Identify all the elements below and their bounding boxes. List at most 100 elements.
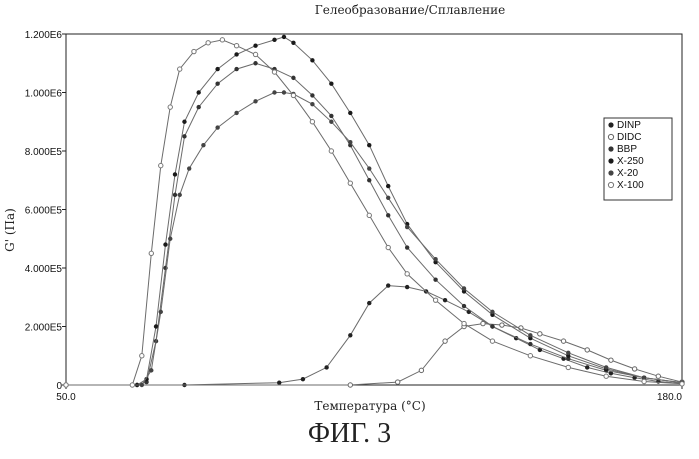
data-point: [272, 38, 276, 42]
legend-label: X-100: [617, 180, 644, 191]
legend-label: X-250: [617, 156, 644, 167]
data-point: [395, 380, 399, 384]
data-point: [140, 383, 144, 387]
legend-marker: [608, 170, 613, 175]
data-point: [680, 382, 684, 386]
legend-label: X-20: [617, 168, 639, 179]
data-point: [149, 251, 153, 255]
y-tick-label: 6.000E5: [25, 206, 63, 217]
data-point: [272, 90, 276, 94]
data-point: [585, 365, 589, 369]
data-point: [348, 140, 352, 144]
data-point: [433, 278, 437, 282]
data-point: [253, 44, 257, 48]
series-line: [66, 40, 682, 385]
data-point: [405, 285, 409, 289]
data-point: [291, 93, 295, 97]
y-tick-label: 1.000E6: [25, 89, 63, 100]
data-point: [642, 379, 646, 383]
data-point: [182, 134, 186, 138]
data-point: [386, 213, 390, 217]
y-tick-labels: 02.000E54.000E56.000E58.000E51.000E61.20…: [25, 30, 66, 392]
data-point: [367, 301, 371, 305]
data-point: [178, 193, 182, 197]
data-point: [367, 213, 371, 217]
data-point: [277, 380, 281, 384]
data-point: [310, 120, 314, 124]
plot-frame: [66, 34, 682, 385]
data-point: [348, 181, 352, 185]
legend-label: BBP: [617, 144, 637, 155]
data-point: [215, 125, 219, 129]
data-point: [462, 321, 466, 325]
data-point: [329, 149, 333, 153]
series-line: [66, 37, 682, 385]
data-point: [561, 339, 565, 343]
data-point: [215, 67, 219, 71]
data-point: [173, 172, 177, 176]
x-tick-label: 180.0: [657, 392, 682, 403]
data-point: [386, 184, 390, 188]
data-point: [386, 283, 390, 287]
data-point: [253, 99, 257, 103]
data-point: [253, 52, 257, 56]
y-tick-label: 1.200E6: [25, 30, 63, 41]
data-point: [348, 111, 352, 115]
data-point: [163, 242, 167, 246]
figure-caption: ФИГ. 3: [0, 418, 699, 450]
data-point: [656, 374, 660, 378]
data-point: [130, 383, 134, 387]
data-point: [481, 321, 485, 325]
data-point: [234, 67, 238, 71]
data-point: [566, 351, 570, 355]
legend-marker: [608, 158, 613, 163]
data-point: [443, 339, 447, 343]
series-group: [64, 35, 684, 387]
data-point: [604, 365, 608, 369]
data-point: [329, 120, 333, 124]
data-point: [367, 178, 371, 182]
data-point: [310, 58, 314, 62]
data-point: [196, 105, 200, 109]
chart-title: Гелеобразование/Сплавление: [315, 3, 505, 17]
data-point: [234, 52, 238, 56]
legend-label: DIDC: [617, 132, 641, 143]
data-point: [528, 354, 532, 358]
data-point: [348, 383, 352, 387]
data-point: [182, 120, 186, 124]
data-point: [192, 49, 196, 53]
legend: DINPDIDCBBPX-250X-20X-100: [604, 118, 672, 200]
data-point: [609, 358, 613, 362]
data-point: [173, 193, 177, 197]
legend-marker: [608, 134, 613, 139]
data-point: [348, 333, 352, 337]
data-point: [367, 166, 371, 170]
data-point: [154, 324, 158, 328]
legend-label: DINP: [617, 120, 641, 131]
data-point: [528, 342, 532, 346]
data-point: [168, 237, 172, 241]
y-tick-label: 8.000E5: [25, 147, 63, 158]
data-point: [405, 272, 409, 276]
data-point: [234, 44, 238, 48]
data-point: [187, 166, 191, 170]
data-point: [329, 82, 333, 86]
data-point: [291, 76, 295, 80]
data-point: [201, 143, 205, 147]
data-point: [433, 257, 437, 261]
y-tick-label: 2.000E5: [25, 323, 63, 334]
data-point: [178, 67, 182, 71]
data-point: [490, 310, 494, 314]
data-point: [206, 41, 210, 45]
data-point: [272, 70, 276, 74]
data-point: [433, 298, 437, 302]
y-axis-label: G' (Па): [3, 208, 17, 252]
data-point: [310, 93, 314, 97]
data-point: [405, 225, 409, 229]
data-point: [159, 310, 163, 314]
data-point: [604, 374, 608, 378]
data-point: [462, 304, 466, 308]
data-point: [159, 163, 163, 167]
data-point: [500, 323, 504, 327]
y-tick-label: 0: [56, 381, 62, 392]
